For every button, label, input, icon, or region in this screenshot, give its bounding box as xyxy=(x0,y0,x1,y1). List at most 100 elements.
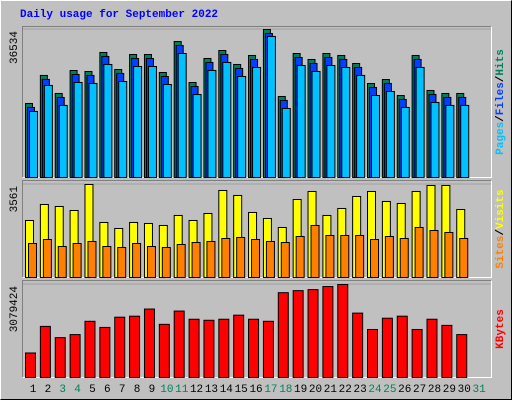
bar xyxy=(426,318,438,378)
bar xyxy=(415,66,425,178)
y-tick-label: 3561 xyxy=(9,186,21,213)
bar xyxy=(355,234,365,279)
bar xyxy=(311,70,321,178)
bar xyxy=(103,63,113,178)
bar xyxy=(158,323,170,378)
bar xyxy=(460,104,470,178)
bar xyxy=(445,104,455,178)
legend-entry: Hits xyxy=(495,49,507,75)
bar xyxy=(173,310,185,378)
bar xyxy=(237,75,247,178)
x-tick-label: 16 xyxy=(249,384,262,396)
bar xyxy=(337,284,349,378)
bar xyxy=(411,328,423,379)
x-tick-label: 14 xyxy=(220,384,234,396)
bar xyxy=(281,107,291,178)
x-tick-label: 26 xyxy=(398,384,411,396)
legend: KBytes xyxy=(495,309,507,349)
bar xyxy=(99,326,111,378)
bar xyxy=(42,239,52,278)
bar xyxy=(218,318,230,378)
bar xyxy=(72,242,82,278)
y-tick-label: 3079424 xyxy=(9,286,21,333)
legend-entry: Sites xyxy=(495,236,507,269)
bar xyxy=(102,246,112,278)
bar xyxy=(456,334,468,378)
legend-separator: / xyxy=(495,75,507,82)
x-tick-label: 27 xyxy=(413,384,426,396)
bar xyxy=(384,235,394,278)
bar xyxy=(118,80,128,178)
bar xyxy=(248,318,260,378)
y-tick-label: 36534 xyxy=(9,31,21,64)
bar xyxy=(370,239,380,278)
bar xyxy=(69,334,81,378)
bar xyxy=(262,320,274,379)
bar xyxy=(143,308,155,379)
bar xyxy=(340,234,350,279)
x-tick-label: 5 xyxy=(89,384,96,396)
x-tick-label: 4 xyxy=(74,384,81,396)
bar xyxy=(57,246,67,278)
bar xyxy=(292,290,304,378)
bar xyxy=(252,66,262,178)
bar xyxy=(367,328,379,379)
bar xyxy=(133,66,143,178)
x-tick-label: 25 xyxy=(383,384,396,396)
x-tick-label: 24 xyxy=(368,384,382,396)
bar xyxy=(396,315,408,379)
bar xyxy=(191,242,201,278)
bar xyxy=(356,74,366,178)
bar xyxy=(352,312,364,379)
bar xyxy=(414,226,424,279)
bar xyxy=(221,237,231,279)
bar xyxy=(265,240,275,278)
bar xyxy=(147,66,157,178)
bar xyxy=(132,242,142,278)
bar xyxy=(43,84,53,178)
bar xyxy=(206,240,216,278)
x-tick-label: 28 xyxy=(428,384,441,396)
x-tick-label: 19 xyxy=(294,384,307,396)
bar xyxy=(399,237,409,279)
panel-edge-dark xyxy=(22,180,492,278)
bar xyxy=(73,81,83,178)
bar xyxy=(233,314,245,378)
bar xyxy=(54,337,66,379)
bar xyxy=(177,52,187,179)
x-tick-label: 11 xyxy=(175,384,189,396)
legend-separator: / xyxy=(495,115,507,122)
x-tick-label: 23 xyxy=(354,384,367,396)
x-tick-label: 15 xyxy=(235,384,248,396)
legend-entry: KBytes xyxy=(495,309,507,349)
x-tick-label: 12 xyxy=(190,384,203,396)
x-tick-label: 9 xyxy=(149,384,156,396)
bar xyxy=(203,319,215,378)
x-tick-label: 29 xyxy=(443,384,456,396)
bar xyxy=(296,64,306,178)
x-tick-label: 17 xyxy=(264,384,277,396)
chart-title: Daily usage for September 2022 xyxy=(20,9,218,21)
x-tick-label: 18 xyxy=(279,384,292,396)
bar xyxy=(188,318,200,378)
bar xyxy=(444,231,454,279)
bar xyxy=(146,246,156,278)
bar xyxy=(307,289,319,378)
bar xyxy=(88,82,98,178)
bar xyxy=(236,236,246,278)
bar xyxy=(371,95,381,178)
legend: Sites/Visits xyxy=(495,189,507,268)
legend-entry: Files xyxy=(495,82,507,115)
bar xyxy=(400,106,410,178)
bar xyxy=(25,352,36,379)
bar xyxy=(87,240,97,278)
x-tick-label: 21 xyxy=(324,384,338,396)
x-tick-label: 1 xyxy=(30,384,37,396)
bar xyxy=(277,292,289,378)
legend-entry: Pages xyxy=(495,122,507,155)
bar xyxy=(29,110,38,178)
bar xyxy=(28,242,37,278)
